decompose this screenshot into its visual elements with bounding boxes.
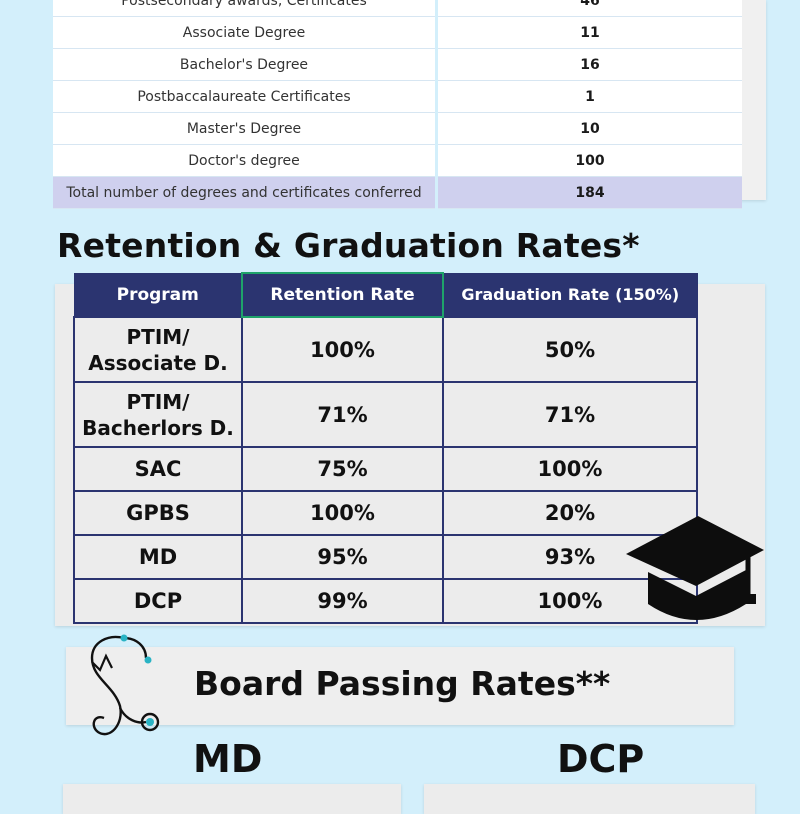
degree-label: Doctor's degree [53,144,437,177]
total-row: Total number of degrees and certificates… [53,176,742,209]
table-row: Doctor's degree 100 [53,144,742,177]
stethoscope-icon [90,634,160,736]
board-passing-heading: Board Passing Rates** [194,664,611,703]
degree-label: Associate Degree [53,16,437,49]
retention-graduation-table: Program Retention Rate Graduation Rate (… [73,272,698,624]
retention-cell: 95% [241,534,444,580]
retention-cell: 99% [241,578,444,624]
table-row: SAC 75% 100% [73,446,698,492]
degree-label: Master's Degree [53,112,437,145]
table-row: PTIM/ Bacherlors D. 71% 71% [73,381,698,448]
program-cell: GPBS [73,490,243,536]
header-retention-rate: Retention Rate [241,272,444,318]
graduation-cell: 20% [442,490,698,536]
header-graduation-rate: Graduation Rate (150%) [442,272,698,318]
degree-count: 100 [435,144,742,177]
degree-count: 16 [435,48,742,81]
graduation-cell: 100% [442,446,698,492]
table-header-row: Program Retention Rate Graduation Rate (… [73,272,698,318]
program-cell: PTIM/ Associate D. [73,316,243,383]
table-row: Bachelor's Degree 16 [53,48,742,81]
table-row: Associate Degree 11 [53,16,742,49]
degree-count: 11 [435,16,742,49]
paper-background-board [66,647,734,725]
program-line: Bacherlors D. [82,415,234,440]
program-cell: DCP [73,578,243,624]
retention-cell: 75% [241,446,444,492]
md-column-title: MD [193,737,263,781]
program-cell: SAC [73,446,243,492]
total-label: Total number of degrees and certificates… [53,176,437,209]
degree-label: Bachelor's Degree [53,48,437,81]
header-program: Program [73,272,243,318]
program-cell: PTIM/ Bacherlors D. [73,381,243,448]
retention-heading: Retention & Graduation Rates* [57,226,640,265]
paper-background-dcp [424,784,755,814]
table-row: Postbaccalaureate Certificates 1 [53,80,742,113]
graduation-cell: 71% [442,381,698,448]
degree-label: Postbaccalaureate Certificates [53,80,437,113]
table-row: Master's Degree 10 [53,112,742,145]
degree-count: 1 [435,80,742,113]
graduation-cap-icon [626,516,764,620]
retention-cell: 100% [241,490,444,536]
table-row: GPBS 100% 20% [73,490,698,536]
graduation-cell: 50% [442,316,698,383]
degree-count: 46 [435,0,742,17]
program-line: PTIM/ [126,324,190,349]
dcp-column-title: DCP [557,737,645,781]
program-line: Associate D. [88,350,228,375]
program-cell: MD [73,534,243,580]
degrees-table: Postsecondary awards, Certificates 46 As… [53,0,742,209]
table-row: DCP 99% 100% [73,578,698,624]
table-row: PTIM/ Associate D. 100% 50% [73,316,698,383]
degree-label: Postsecondary awards, Certificates [53,0,437,17]
retention-cell: 100% [241,316,444,383]
table-row: MD 95% 93% [73,534,698,580]
total-count: 184 [435,176,742,209]
paper-background-md [63,784,401,814]
retention-cell: 71% [241,381,444,448]
degree-count: 10 [435,112,742,145]
program-line: PTIM/ [126,389,190,414]
table-row: Postsecondary awards, Certificates 46 [53,0,742,17]
